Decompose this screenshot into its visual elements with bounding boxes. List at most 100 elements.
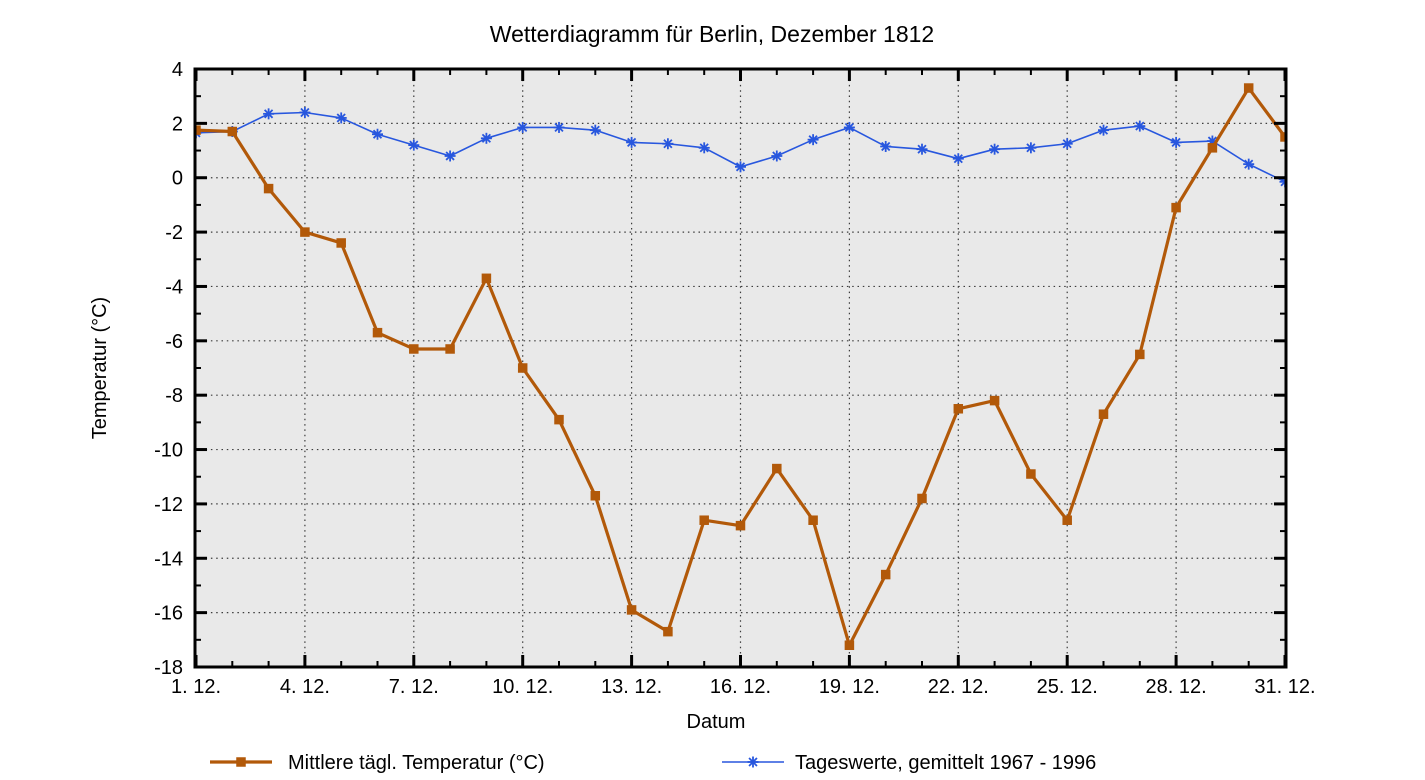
- series-average: [195, 106, 1287, 188]
- plot-background: [195, 69, 1286, 667]
- legend-sample-square-marker-icon: [210, 757, 272, 767]
- data-point-asterisk: [844, 122, 854, 133]
- data-point-asterisk: [336, 113, 346, 123]
- data-point-square: [481, 273, 492, 284]
- series-1812: [195, 83, 1287, 651]
- x-axis-title: Datum: [687, 711, 746, 733]
- data-point-asterisk: [1171, 137, 1181, 147]
- y-tick-label: -12: [154, 494, 183, 516]
- data-point-square: [409, 344, 419, 354]
- data-point-asterisk: [590, 125, 600, 135]
- data-point-square: [1280, 132, 1287, 142]
- data-point-square: [336, 238, 346, 248]
- data-point-asterisk: [953, 154, 963, 164]
- x-tick-label: 7. 12.: [389, 676, 439, 698]
- data-point-square: [989, 395, 1000, 406]
- data-point-asterisk: [1062, 139, 1072, 149]
- data-point-square: [1098, 409, 1109, 419]
- legend-label-1812: Mittlere tägl. Temperatur (°C): [288, 752, 545, 774]
- chart-title: Wetterdiagramm für Berlin, Dezember 1812: [490, 21, 934, 47]
- y-axis-title: Temperatur (°C): [89, 297, 111, 439]
- data-point-asterisk: [554, 122, 564, 133]
- data-point-square: [236, 757, 246, 767]
- data-point-square: [227, 126, 238, 137]
- data-point-square: [590, 491, 601, 501]
- data-point-asterisk: [1026, 143, 1036, 153]
- y-tick-label: -16: [154, 603, 183, 625]
- data-point-asterisk: [300, 107, 310, 118]
- y-tick-label: -8: [165, 385, 183, 407]
- x-tick-label: 31. 12.: [1254, 676, 1315, 698]
- data-point-asterisk: [663, 139, 673, 149]
- data-point-square: [263, 183, 274, 194]
- data-point-square: [844, 640, 855, 651]
- x-tick-label: 1. 12.: [171, 676, 221, 698]
- tick-labels: 4 2 0 -2 -4 -6 -8 -10 -12 -14 -16 -181. 12. 4. 12. 7.…: [154, 59, 1315, 698]
- data-series: [195, 83, 1287, 651]
- data-point-square: [445, 344, 455, 354]
- data-point-asterisk: [445, 151, 455, 161]
- x-tick-label: 13. 12.: [601, 676, 662, 698]
- data-point-asterisk: [881, 141, 891, 152]
- y-tick-label: -14: [154, 548, 183, 570]
- data-point-asterisk: [772, 151, 782, 161]
- data-point-square: [1062, 515, 1072, 525]
- x-tick-label: 19. 12.: [819, 676, 880, 698]
- data-point-asterisk: [1135, 121, 1145, 131]
- plot-area: [195, 69, 1286, 667]
- data-point-asterisk: [735, 162, 746, 172]
- data-point-square: [735, 520, 746, 531]
- data-point-square: [953, 404, 964, 414]
- data-point-square: [195, 125, 201, 135]
- data-point-asterisk: [748, 757, 758, 767]
- data-point-asterisk: [518, 122, 528, 133]
- data-point-square: [1135, 349, 1145, 360]
- x-tick-label: 10. 12.: [492, 676, 553, 698]
- data-point-asterisk: [699, 143, 709, 153]
- y-tick-label: -4: [165, 276, 183, 298]
- data-point-asterisk: [409, 140, 419, 150]
- y-tick-label: 2: [172, 113, 183, 135]
- data-point-square: [1207, 143, 1218, 153]
- y-tick-label: -6: [165, 331, 183, 353]
- data-point-square: [517, 363, 528, 373]
- y-tick-label: 0: [172, 168, 183, 190]
- y-tick-label: -2: [165, 222, 183, 244]
- data-point-square: [1026, 469, 1036, 479]
- data-point-square: [626, 605, 637, 615]
- y-tick-label: -10: [154, 440, 183, 462]
- data-point-square: [1171, 202, 1181, 213]
- data-point-square: [1243, 83, 1254, 93]
- legend-label-average: Tageswerte, gemittelt 1967 - 1996: [795, 752, 1096, 774]
- data-point-asterisk: [990, 144, 1000, 154]
- grid-lines: [195, 69, 1286, 667]
- x-tick-label: 25. 12.: [1037, 676, 1098, 698]
- y-tick-label: -18: [154, 657, 183, 679]
- data-point-asterisk: [808, 135, 818, 145]
- data-point-asterisk: [264, 109, 274, 119]
- data-point-square: [663, 626, 673, 637]
- data-point-square: [554, 414, 564, 425]
- data-point-square: [372, 327, 383, 338]
- data-point-square: [699, 515, 709, 525]
- data-point-square: [808, 515, 818, 525]
- data-point-asterisk: [917, 144, 927, 154]
- data-point-square: [880, 569, 891, 580]
- x-tick-label: 4. 12.: [280, 676, 330, 698]
- y-tick-label: 4: [172, 59, 183, 81]
- data-point-square: [917, 493, 927, 504]
- x-tick-label: 28. 12.: [1146, 676, 1207, 698]
- data-point-asterisk: [481, 133, 491, 143]
- data-point-square: [300, 227, 310, 237]
- x-tick-label: 16. 12.: [710, 676, 771, 698]
- data-point-square: [772, 463, 782, 474]
- legend-sample-asterisk-marker-icon: [722, 756, 784, 768]
- data-point-asterisk: [372, 129, 383, 139]
- data-point-asterisk: [627, 137, 637, 147]
- x-tick-label: 22. 12.: [928, 676, 989, 698]
- axis-ticks: [194, 67, 1287, 669]
- chart-legend: Mittlere tägl. Temperatur (°C) Tageswert…: [210, 752, 1096, 774]
- data-point-asterisk: [1098, 125, 1109, 135]
